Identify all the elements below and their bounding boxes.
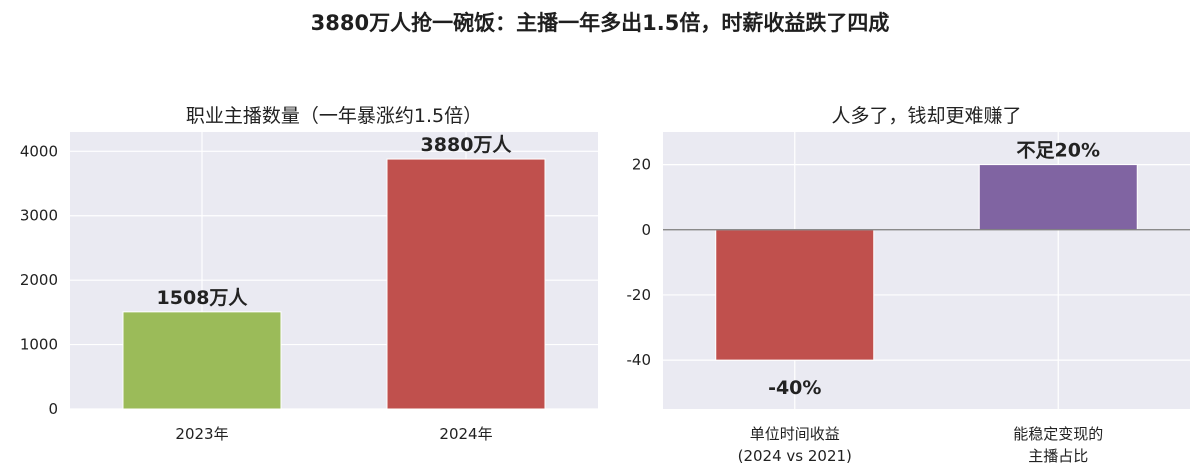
figure-title: 3880万人抢一碗饭：主播一年多出1.5倍，时薪收益跌了四成 xyxy=(311,11,890,35)
data-label: 3880万人 xyxy=(421,134,513,156)
x-tick-label: 能稳定变现的 xyxy=(1013,425,1103,443)
y-tick-label: 2000 xyxy=(20,271,58,289)
y-tick-label: 0 xyxy=(48,400,58,418)
data-labels-streamer-count: 1508万人 3880万人 xyxy=(157,134,513,309)
x-tick-label: 单位时间收益 xyxy=(750,425,840,443)
y-tick-label: 3000 xyxy=(20,207,58,225)
chart-earnings: -40 -20 0 20 单位时间收益 (2024 vs 2021) 能稳定变现的主播占比… xyxy=(627,105,1190,465)
y-tick-label: 1000 xyxy=(20,336,58,354)
bar xyxy=(386,158,546,410)
x-tick-label: (2024 vs 2021) xyxy=(738,447,852,465)
x-tick-label: 2023年 xyxy=(175,425,228,443)
bar xyxy=(715,229,875,361)
chart-title-streamer-count: 职业主播数量（一年暴涨约1.5倍） xyxy=(186,105,482,127)
x-tick-label: 主播占比 xyxy=(1028,447,1088,465)
bar xyxy=(978,164,1138,231)
y-tick-label: 0 xyxy=(641,221,651,239)
bar xyxy=(122,311,282,410)
data-labels-earnings: -40% 不足20% xyxy=(768,140,1100,400)
x-tick-label: 2024年 xyxy=(439,425,492,443)
data-label: 1508万人 xyxy=(157,287,249,309)
y-tick-label: -40 xyxy=(627,351,652,369)
y-tick-label: 20 xyxy=(632,156,651,174)
bars-earnings xyxy=(715,164,1138,361)
y-tick-label: 4000 xyxy=(20,142,58,160)
chart-streamer-count: 0 1000 2000 3000 4000 2023年 2024年 1508万人 3880万… xyxy=(20,105,598,443)
y-ticks-earnings: -40 -20 0 20 xyxy=(627,156,652,370)
bars-streamer-count xyxy=(122,158,546,410)
chart-title-earnings: 人多了，钱却更难赚了 xyxy=(831,105,1021,127)
data-label: -40% xyxy=(768,377,821,399)
y-ticks-streamer-count: 0 1000 2000 3000 4000 xyxy=(20,142,58,418)
x-ticks-streamer-count: 2023年 2024年 xyxy=(175,425,492,443)
data-label: 不足20% xyxy=(1017,140,1100,162)
y-tick-label: -20 xyxy=(627,286,652,304)
